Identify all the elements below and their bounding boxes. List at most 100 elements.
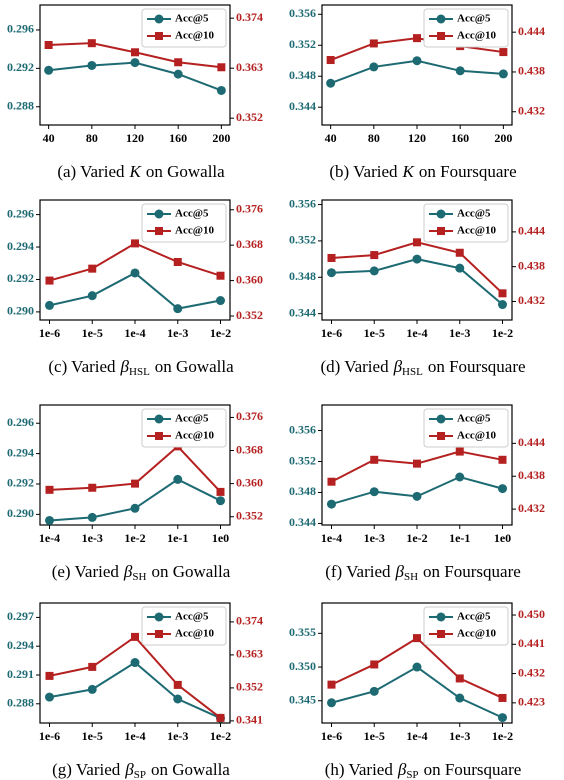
marker — [369, 487, 379, 497]
y-tick-label: 0.290 — [7, 506, 34, 520]
marker — [498, 713, 507, 723]
legend-label: Acc@5 — [175, 413, 209, 425]
marker — [131, 48, 139, 57]
legend-marker — [436, 14, 446, 24]
marker — [216, 296, 225, 306]
marker — [130, 658, 140, 668]
y2-tick-label: 0.444 — [518, 24, 545, 38]
marker — [216, 496, 225, 506]
marker — [498, 455, 507, 464]
plot-frame — [321, 199, 513, 321]
y-tick-label: 0.296 — [7, 415, 34, 429]
legend-label: Acc@5 — [457, 413, 491, 425]
x-tick-label: 1e-2 — [210, 729, 231, 743]
y2-tick-label: 0.441 — [518, 636, 545, 650]
legend-label: Acc@5 — [175, 13, 209, 25]
legend-marker — [436, 209, 446, 219]
marker — [45, 300, 54, 310]
series-line — [331, 258, 504, 306]
caption-suffix: on Gowalla — [151, 562, 230, 581]
marker — [455, 263, 465, 273]
marker — [455, 248, 464, 257]
legend-marker — [437, 630, 445, 638]
x-tick-label: 1e-6 — [321, 729, 342, 743]
y-tick-label: 0.292 — [7, 60, 34, 74]
x-tick-label: 1e-6 — [39, 729, 60, 743]
marker — [327, 268, 336, 278]
caption-suffix: on Foursquare — [424, 760, 522, 779]
y2-tick-label: 0.374 — [236, 10, 263, 24]
y-tick-label: 0.356 — [289, 6, 316, 20]
marker — [173, 694, 183, 704]
x-tick-label: 40 — [325, 131, 337, 145]
y2-tick-label: 0.363 — [236, 647, 263, 661]
marker — [413, 459, 421, 468]
y-tick-label: 0.355 — [289, 625, 316, 639]
marker — [217, 63, 226, 72]
marker — [369, 266, 379, 276]
caption-subscript: SP — [406, 769, 418, 780]
caption-prefix: (h) Varied — [325, 760, 394, 779]
y-tick-label: 0.348 — [289, 68, 316, 82]
marker — [173, 474, 183, 484]
caption-symbol: β — [397, 760, 407, 779]
y-tick-label: 0.288 — [7, 99, 34, 113]
caption: (f) Varied βSH on Foursquare — [325, 562, 521, 583]
caption-prefix: (d) Varied — [320, 357, 389, 376]
y2-tick-label: 0.360 — [236, 272, 263, 286]
marker — [455, 674, 464, 683]
y2-tick-label: 0.374 — [236, 614, 263, 628]
marker — [412, 254, 422, 264]
legend-label: Acc@10 — [175, 30, 214, 42]
y2-tick-label: 0.438 — [518, 258, 545, 272]
caption-symbol: β — [124, 760, 134, 779]
series-line — [331, 241, 504, 295]
marker — [327, 477, 336, 486]
y-tick-label: 0.296 — [7, 22, 34, 36]
x-tick-label: 120 — [408, 131, 426, 145]
y-tick-label: 0.288 — [7, 696, 34, 710]
x-tick-label: 1e-5 — [82, 326, 103, 340]
y2-tick-label: 0.368 — [236, 237, 263, 251]
legend-marker — [155, 32, 163, 40]
legend-label: Acc@5 — [457, 208, 491, 220]
y-tick-label: 0.290 — [7, 304, 34, 318]
y2-tick-label: 0.450 — [518, 607, 545, 621]
caption-prefix: (e) Varied — [52, 562, 120, 581]
legend-marker — [437, 227, 445, 235]
y-tick-label: 0.348 — [289, 269, 316, 283]
x-tick-label: 1e-4 — [406, 729, 427, 743]
caption-symbol: K — [402, 162, 416, 181]
x-tick-label: 40 — [43, 131, 55, 145]
y-tick-label: 0.297 — [7, 609, 34, 623]
y-tick-label: 0.296 — [7, 206, 34, 220]
legend-marker — [155, 432, 163, 440]
legend-label: Acc@5 — [175, 611, 209, 623]
marker — [326, 56, 335, 65]
caption: (d) Varied βHSL on Foursquare — [320, 357, 525, 378]
y2-tick-label: 0.432 — [518, 103, 545, 117]
caption: (e) Varied βSH on Gowalla — [52, 562, 231, 583]
legend-marker — [154, 612, 164, 622]
caption-subscript: SH — [132, 571, 146, 583]
legend-label: Acc@5 — [457, 611, 491, 623]
caption-subscript: SP — [134, 769, 146, 780]
marker — [87, 684, 97, 694]
caption-suffix: on Foursquare — [419, 162, 517, 181]
marker — [327, 499, 336, 509]
x-tick-label: 1e0 — [212, 531, 229, 545]
x-tick-label: 1e-4 — [321, 531, 342, 545]
marker — [369, 39, 378, 48]
y2-tick-label: 0.368 — [236, 442, 263, 456]
legend-label: Acc@10 — [457, 225, 496, 237]
marker — [370, 251, 379, 260]
y-tick-label: 0.294 — [7, 638, 34, 652]
plot-frame — [39, 199, 231, 321]
marker — [498, 484, 507, 494]
caption-prefix: (a) Varied — [57, 162, 125, 181]
marker — [130, 58, 140, 68]
y-tick-label: 0.350 — [289, 659, 316, 673]
marker — [327, 698, 336, 708]
x-tick-label: 1e-5 — [82, 729, 103, 743]
